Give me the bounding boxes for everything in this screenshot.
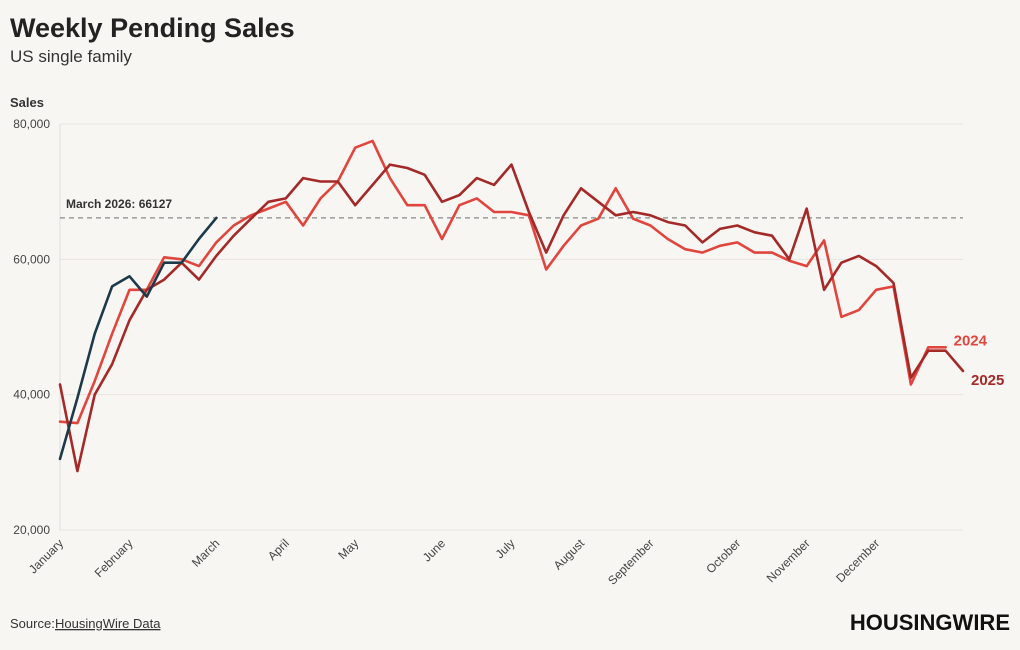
chart-title: Weekly Pending Sales <box>10 13 295 43</box>
brand-logo: HOUSINGWIRE <box>850 610 1010 635</box>
reference-label: March 2026: 66127 <box>66 197 172 211</box>
chart-subtitle: US single family <box>10 47 132 66</box>
y-tick-label: 60,000 <box>13 252 50 266</box>
source-link[interactable]: HousingWire Data <box>55 616 161 631</box>
source-prefix: Source: <box>10 616 55 631</box>
series-line <box>58 216 218 461</box>
y-tick-label: 80,000 <box>13 117 50 131</box>
y-tick-label: 20,000 <box>13 523 50 537</box>
y-tick-label: 40,000 <box>13 388 50 402</box>
y-axis-label: Sales <box>10 95 44 110</box>
legend-label: 2025 <box>971 372 1004 389</box>
series-line <box>58 139 947 425</box>
series-line <box>58 163 965 473</box>
legend-label: 2024 <box>954 332 988 349</box>
